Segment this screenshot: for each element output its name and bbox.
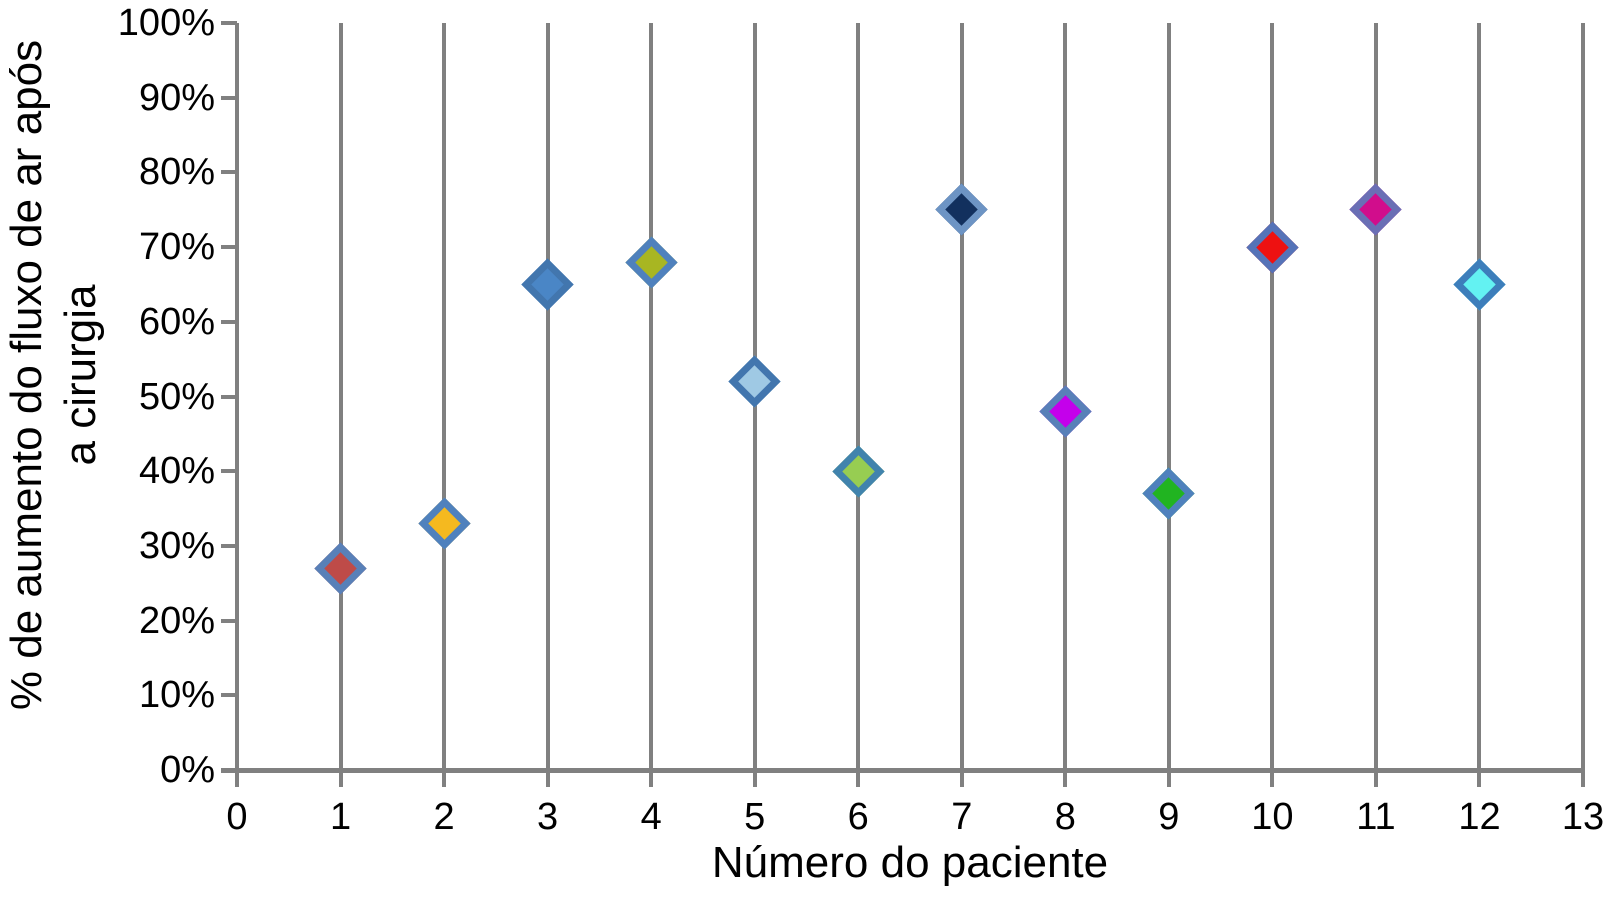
data-point-patient-11 xyxy=(1349,183,1403,236)
y-tick-20% xyxy=(221,618,237,623)
x-tick-2 xyxy=(442,771,447,787)
x-tick-label-5: 5 xyxy=(744,796,766,838)
gridline-x-4 xyxy=(649,23,654,786)
gridline-x-7 xyxy=(959,23,964,786)
y-tick-30% xyxy=(221,543,237,548)
gridline-x-6 xyxy=(856,23,861,786)
data-point-patient-12 xyxy=(1453,258,1506,311)
x-tick-label-1: 1 xyxy=(329,796,352,838)
x-tick-11 xyxy=(1373,771,1378,787)
y-axis-title-line-1: % de aumento do fluxo de ar após xyxy=(2,39,51,711)
y-tick-60% xyxy=(221,319,237,324)
y-tick-10% xyxy=(221,693,237,698)
y-tick-label-20%: 20% xyxy=(138,599,215,642)
x-axis-title: Número do paciente xyxy=(711,838,1109,887)
plot-area: 0 1 2 3 4 5 6 7 8 9 10 11 12 13 0% 10% 20% 30% 40% 50% 60% 70… xyxy=(118,2,1604,838)
gridline-x-10 xyxy=(1270,23,1275,786)
gridline-x-13 xyxy=(1581,23,1585,786)
y-tick-label-10%: 10% xyxy=(138,674,215,717)
x-tick-label-2: 2 xyxy=(433,796,455,838)
x-tick-label-13: 13 xyxy=(1561,796,1605,838)
data-point-patient-9 xyxy=(1142,467,1196,520)
x-tick-0 xyxy=(235,771,239,787)
y-tick-0% xyxy=(221,768,237,772)
x-tick-12 xyxy=(1477,771,1482,787)
y-tick-label-70%: 70% xyxy=(138,226,215,269)
x-tick-10 xyxy=(1270,771,1275,787)
data-point-patient-5 xyxy=(728,355,781,408)
x-tick-label-11: 11 xyxy=(1356,796,1396,838)
data-point-patient-6 xyxy=(832,445,885,498)
gridline-x-3 xyxy=(545,23,550,786)
x-tick-label-6: 6 xyxy=(847,796,869,838)
data-point-patient-2 xyxy=(417,497,471,550)
data-point-patient-4 xyxy=(624,235,678,289)
y-tick-label-60%: 60% xyxy=(138,300,215,343)
data-point-patient-1 xyxy=(314,542,367,595)
data-point-patient-3 xyxy=(521,258,574,311)
x-axis-line xyxy=(221,768,1585,773)
y-tick-40% xyxy=(221,469,237,474)
data-point-patient-8 xyxy=(1039,385,1092,438)
x-tick-4 xyxy=(649,771,654,787)
x-tick-13 xyxy=(1581,771,1585,787)
y-tick-label-80%: 80% xyxy=(138,151,215,194)
x-tick-8 xyxy=(1063,771,1068,787)
x-tick-5 xyxy=(752,771,757,787)
gridline-x-1 xyxy=(338,23,343,786)
x-tick-label-3: 3 xyxy=(537,796,559,838)
gridline-x-9 xyxy=(1166,23,1171,786)
y-axis-line xyxy=(235,23,239,786)
gridline-x-11 xyxy=(1373,23,1378,786)
x-tick-1 xyxy=(338,771,343,787)
x-tick-label-12: 12 xyxy=(1458,796,1501,838)
y-tick-90% xyxy=(221,95,237,100)
x-tick-label-10: 10 xyxy=(1251,796,1294,838)
x-tick-6 xyxy=(856,771,861,787)
y-tick-100% xyxy=(221,21,237,25)
y-tick-label-30%: 30% xyxy=(138,524,215,567)
y-tick-label-100%: 100% xyxy=(117,2,215,44)
x-tick-3 xyxy=(545,771,550,787)
x-tick-label-7: 7 xyxy=(951,796,973,838)
y-tick-70% xyxy=(221,245,237,250)
gridline-x-12 xyxy=(1477,23,1482,786)
y-tick-label-40%: 40% xyxy=(138,450,215,493)
x-tick-7 xyxy=(959,771,964,787)
x-tick-label-4: 4 xyxy=(640,796,662,838)
y-tick-label-90%: 90% xyxy=(138,76,215,119)
x-tick-label-8: 8 xyxy=(1054,796,1076,838)
y-tick-80% xyxy=(221,170,237,175)
y-tick-label-50%: 50% xyxy=(138,375,215,418)
x-tick-label-0: 0 xyxy=(226,796,248,838)
data-point-patient-10 xyxy=(1246,220,1299,274)
data-point-patient-7 xyxy=(935,183,988,236)
x-tick-9 xyxy=(1166,771,1171,787)
gridline-x-2 xyxy=(442,23,447,786)
x-tick-label-9: 9 xyxy=(1158,796,1180,838)
y-tick-label-0%: 0% xyxy=(160,749,215,791)
y-tick-50% xyxy=(221,394,237,399)
